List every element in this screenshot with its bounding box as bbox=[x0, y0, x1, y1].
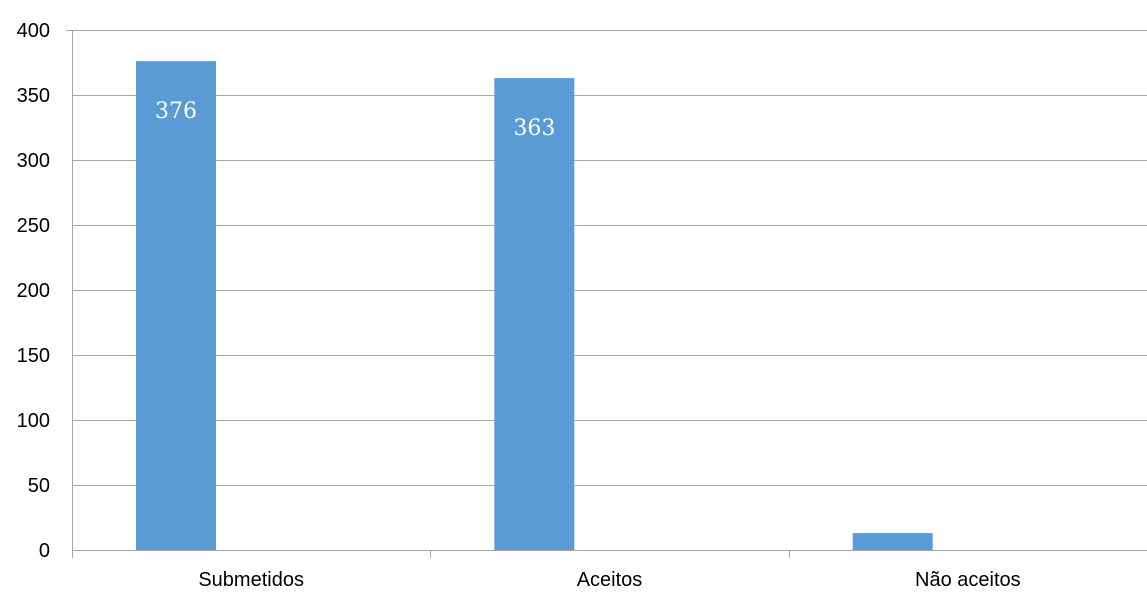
y-tick-label: 400 bbox=[17, 20, 50, 42]
x-category-label: Submetidos bbox=[198, 569, 304, 591]
bars bbox=[136, 61, 933, 550]
x-category-label: Não aceitos bbox=[915, 569, 1021, 591]
bar bbox=[494, 78, 575, 550]
gridlines bbox=[72, 30, 1147, 486]
bar-data-label: 376 bbox=[155, 99, 197, 124]
x-axis-category-labels: Submetidos Aceitos Não aceitos bbox=[198, 569, 1020, 591]
x-category-label: Aceitos bbox=[577, 569, 643, 591]
y-tick-label: 100 bbox=[17, 410, 50, 432]
x-axis bbox=[66, 30, 1147, 558]
y-tick-label: 200 bbox=[17, 280, 50, 302]
bar-data-label: 363 bbox=[513, 116, 555, 141]
y-tick-label: 350 bbox=[17, 85, 50, 107]
y-tick-label: 250 bbox=[17, 215, 50, 237]
y-tick-label: 0 bbox=[39, 540, 50, 562]
bar bbox=[136, 61, 216, 550]
bar bbox=[852, 533, 933, 550]
y-tick-label: 50 bbox=[28, 475, 50, 497]
y-axis-tick-labels: 0 50 100 150 200 250 300 350 400 bbox=[17, 20, 50, 562]
y-tick-label: 150 bbox=[17, 345, 50, 367]
y-tick-label: 300 bbox=[17, 150, 50, 172]
data-labels: 376 363 bbox=[155, 99, 555, 141]
